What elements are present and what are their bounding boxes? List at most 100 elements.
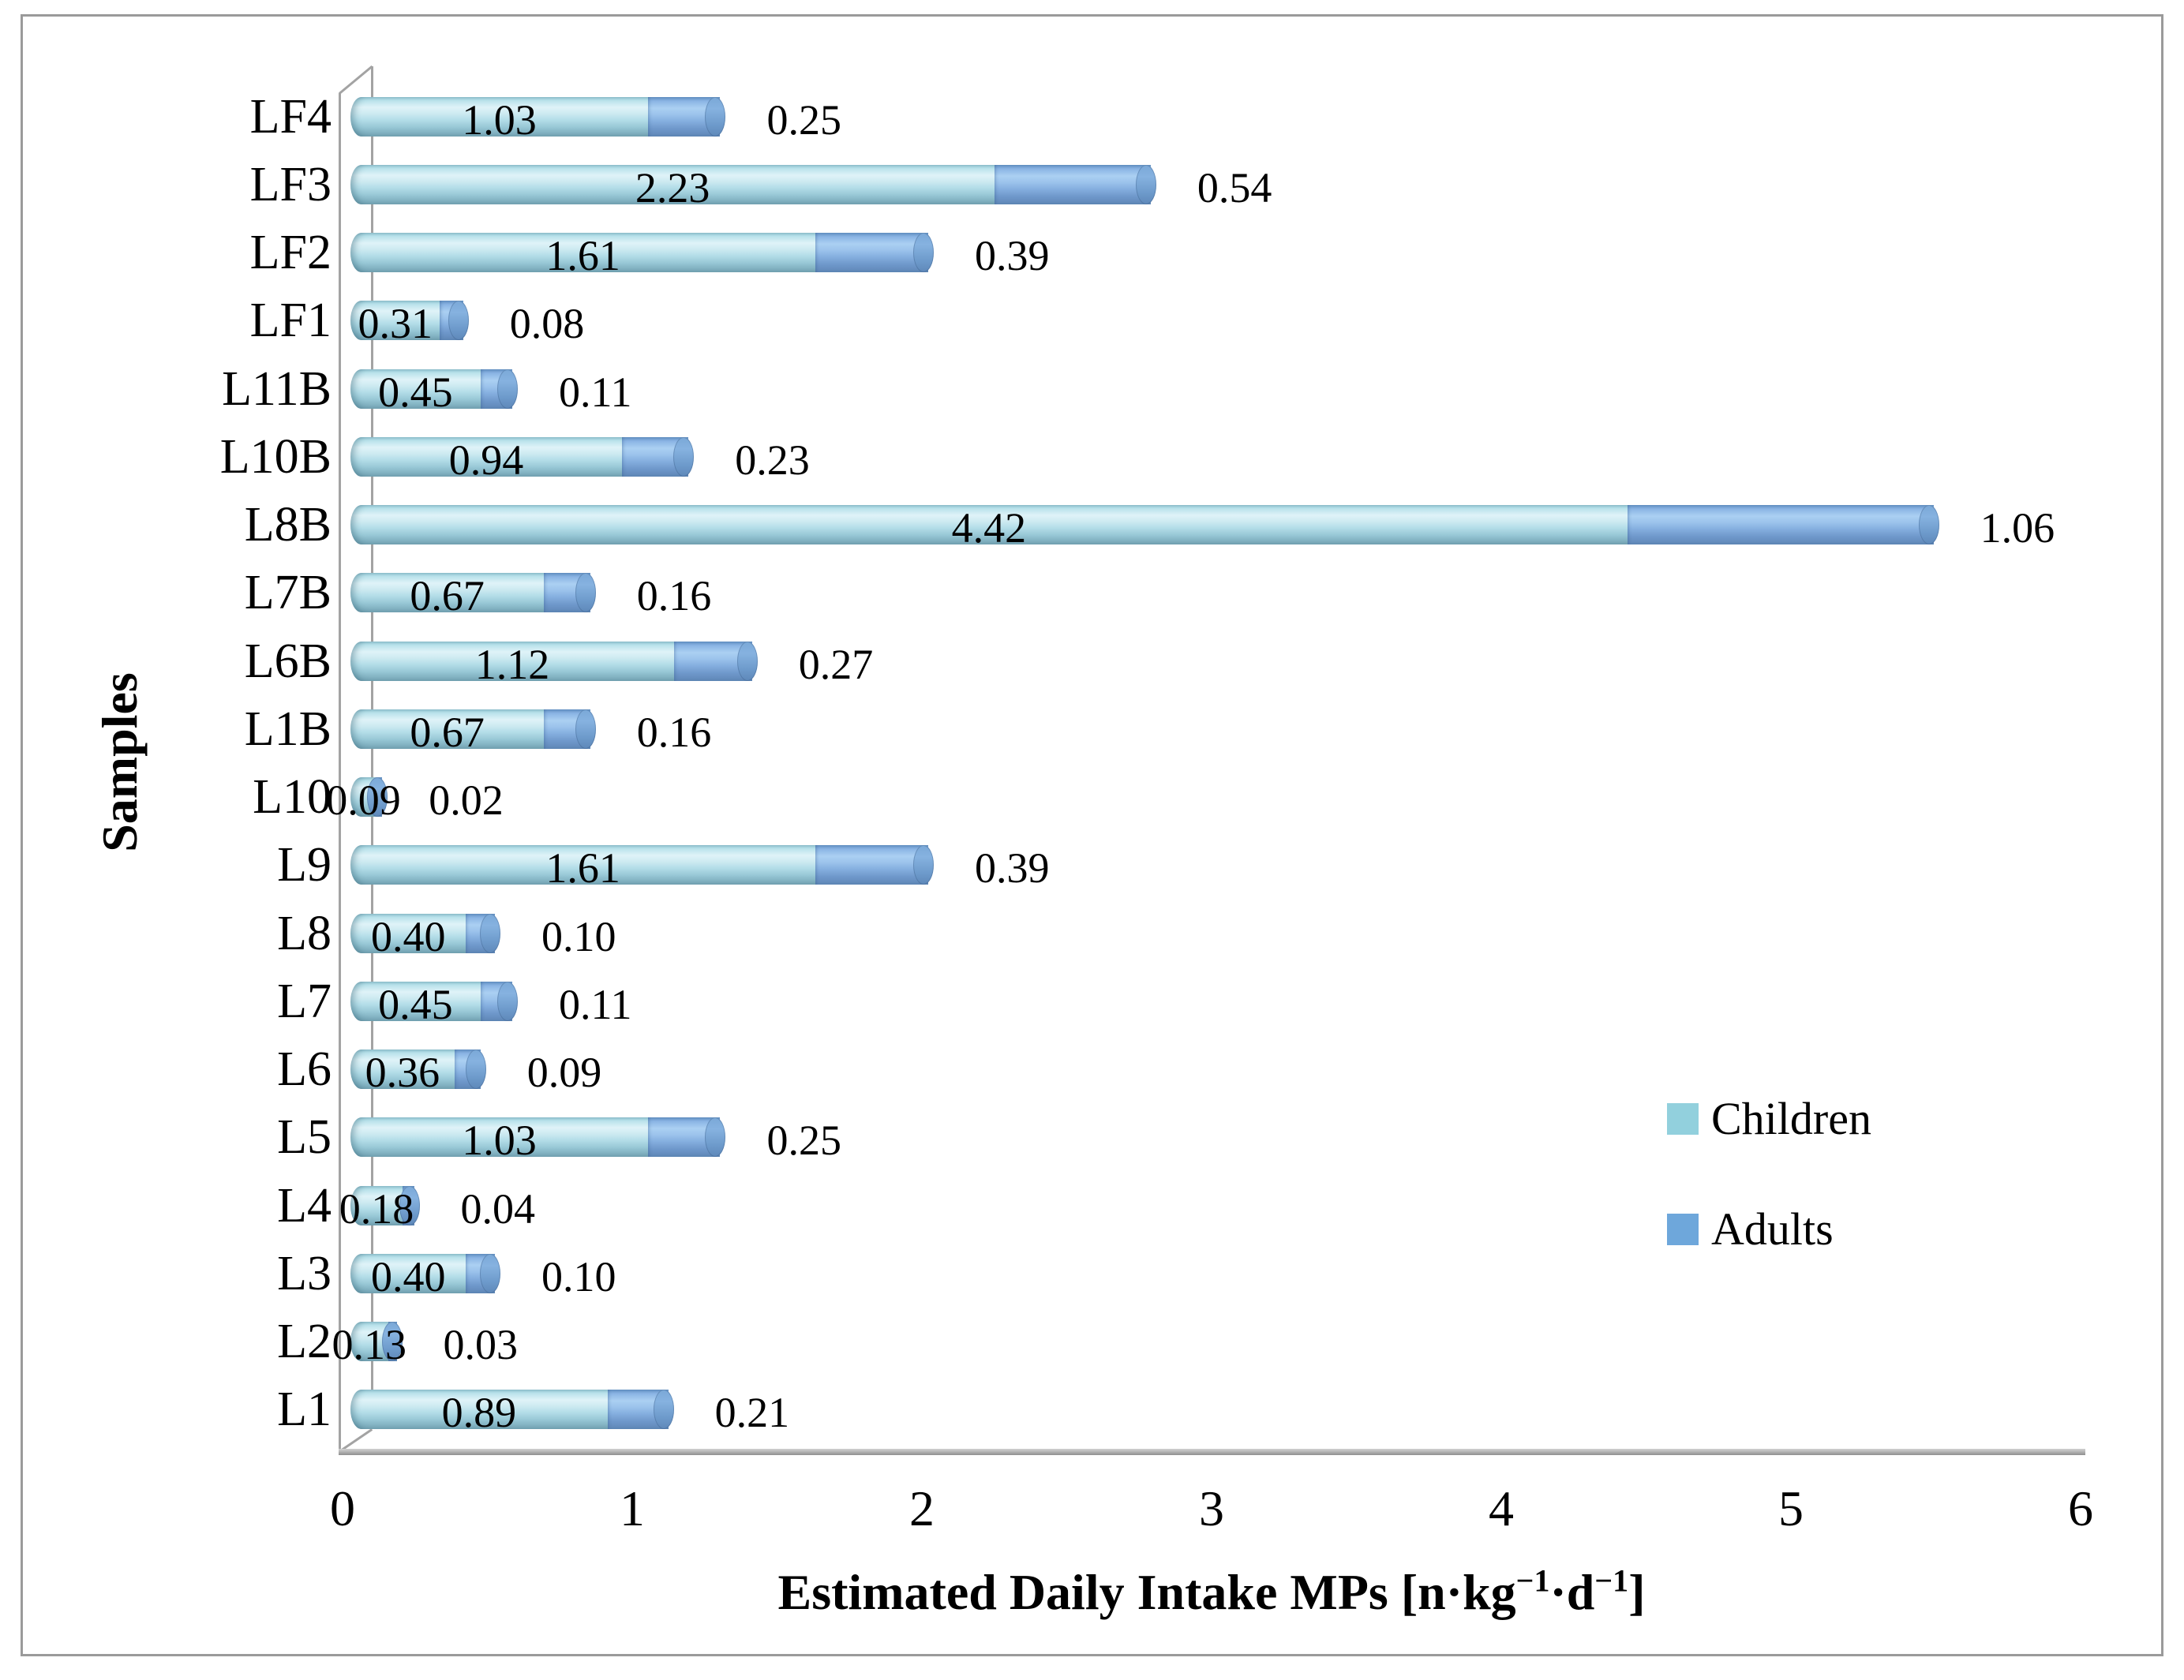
children-value-label: 0.31 — [358, 300, 433, 348]
bar-segment-adults — [440, 301, 469, 341]
bar-adults-end-cap — [705, 1117, 726, 1158]
y-axis-back-line — [339, 93, 341, 1452]
children-value-label: 2.23 — [635, 163, 710, 211]
category-label: L3 — [277, 1246, 332, 1300]
adults-value-label: 0.03 — [443, 1321, 519, 1369]
children-value-label: 1.12 — [474, 640, 550, 688]
bar-adults-end-cap — [673, 436, 695, 477]
bar-segment-adults — [647, 1117, 726, 1158]
children-value-label: 0.45 — [378, 980, 453, 1028]
category-label: L10 — [253, 770, 332, 825]
adults-value-label: 0.16 — [636, 708, 712, 756]
category-label: LF1 — [249, 294, 332, 348]
y-axis-title: Samples — [92, 672, 148, 852]
bar-segment-adults — [815, 233, 934, 273]
category-label: LF3 — [249, 157, 332, 211]
adults-value-label: 0.09 — [526, 1049, 602, 1097]
bar-segment-adults — [622, 436, 695, 477]
bar-segment-adults — [544, 573, 596, 613]
bar-segment-adults — [647, 96, 726, 137]
adults-value-label: 0.02 — [429, 776, 504, 825]
children-value-label: 4.42 — [951, 504, 1027, 552]
bar-adults-end-cap — [479, 913, 500, 953]
x-tick-5: 5 — [1778, 1480, 1804, 1536]
category-label: L7B — [244, 566, 332, 620]
bar-adults-end-cap — [399, 1185, 420, 1225]
bar-segment-children — [350, 369, 481, 409]
bar-segment-adults — [454, 1050, 486, 1090]
bar-segment-adults — [367, 777, 388, 818]
bar-segment-adults — [995, 164, 1156, 204]
x-tick-3: 3 — [1199, 1480, 1224, 1536]
bar-adults-end-cap — [496, 369, 518, 409]
adults-value-label: 0.10 — [541, 912, 616, 960]
category-label: L6 — [277, 1042, 332, 1097]
adults-value-label: 0.23 — [735, 436, 810, 484]
category-label: L2 — [277, 1315, 332, 1369]
category-label: L5 — [277, 1110, 332, 1165]
bar-segment-children — [350, 96, 648, 137]
bar-segment-children — [350, 981, 481, 1021]
bar-segment-adults — [399, 1185, 420, 1225]
adults-value-label: 0.54 — [1197, 163, 1272, 211]
children-value-label: 0.18 — [339, 1184, 414, 1233]
bar-segment-adults — [607, 1390, 674, 1430]
children-value-label: 1.61 — [545, 232, 620, 280]
figure-border — [21, 14, 2163, 1656]
adults-value-label: 0.04 — [460, 1184, 536, 1233]
bar-adults-end-cap — [381, 1322, 403, 1362]
bar-segment-adults — [466, 913, 500, 953]
bar-segment-children — [350, 301, 440, 341]
x-tick-2: 2 — [909, 1480, 935, 1536]
adults-value-label: 0.39 — [975, 232, 1050, 280]
bar-segment-adults — [381, 1322, 403, 1362]
bar-adults-end-cap — [912, 845, 934, 885]
category-label: L8 — [277, 906, 332, 960]
adults-value-label: 0.08 — [509, 300, 585, 348]
bar-segment-adults — [673, 641, 758, 681]
bar-adults-end-cap — [496, 981, 518, 1021]
bar-segment-adults — [1627, 505, 1939, 545]
adults-value-label: 0.16 — [636, 572, 712, 620]
bar-segment-children — [350, 845, 816, 885]
adults-value-label: 0.10 — [541, 1252, 616, 1300]
bar-segment-children — [350, 709, 545, 749]
x-tick-4: 4 — [1489, 1480, 1514, 1536]
category-label: LF2 — [249, 226, 332, 280]
bar-segment-adults — [466, 1253, 500, 1293]
bar-segment-children — [350, 1390, 608, 1430]
bar-segment-children — [350, 573, 545, 613]
x-axis-title-suffix: ] — [1628, 1564, 1646, 1620]
adults-value-label: 0.39 — [975, 844, 1050, 892]
children-value-label: 0.89 — [441, 1389, 517, 1437]
category-label: L1 — [277, 1383, 332, 1437]
children-value-label: 0.40 — [370, 1252, 446, 1300]
x-axis-title: Estimated Daily Intake MPs [n·kg−1·d−1] — [343, 1561, 2081, 1624]
children-value-label: 0.45 — [378, 368, 453, 416]
category-label: L4 — [277, 1178, 332, 1233]
bar-segment-adults — [480, 981, 518, 1021]
bar-segment-children — [350, 641, 674, 681]
x-tick-0: 0 — [330, 1480, 355, 1536]
legend-label-children: Children — [1711, 1093, 1871, 1144]
x-axis-title-sup2: −1 — [1594, 1562, 1629, 1599]
children-value-label: 0.67 — [410, 708, 485, 756]
bar-adults-end-cap — [367, 777, 388, 818]
adults-value-label: 0.11 — [558, 980, 632, 1028]
category-label: LF4 — [249, 89, 332, 144]
bar-adults-end-cap — [465, 1050, 486, 1090]
category-label: L1B — [244, 702, 332, 756]
bar-adults-end-cap — [479, 1253, 500, 1293]
category-label: L11B — [222, 361, 332, 416]
bar-segment-children — [350, 505, 1628, 545]
adults-value-label: 0.27 — [798, 640, 874, 688]
bar-segment-children — [350, 1117, 648, 1158]
children-value-label: 0.09 — [326, 776, 401, 825]
bar-adults-end-cap — [736, 641, 758, 681]
bar-adults-end-cap — [575, 573, 596, 613]
x-axis-title-mid: ·d — [1549, 1564, 1595, 1620]
bar-segment-adults — [480, 369, 518, 409]
children-value-label: 0.67 — [410, 572, 485, 620]
bar-segment-adults — [544, 709, 596, 749]
